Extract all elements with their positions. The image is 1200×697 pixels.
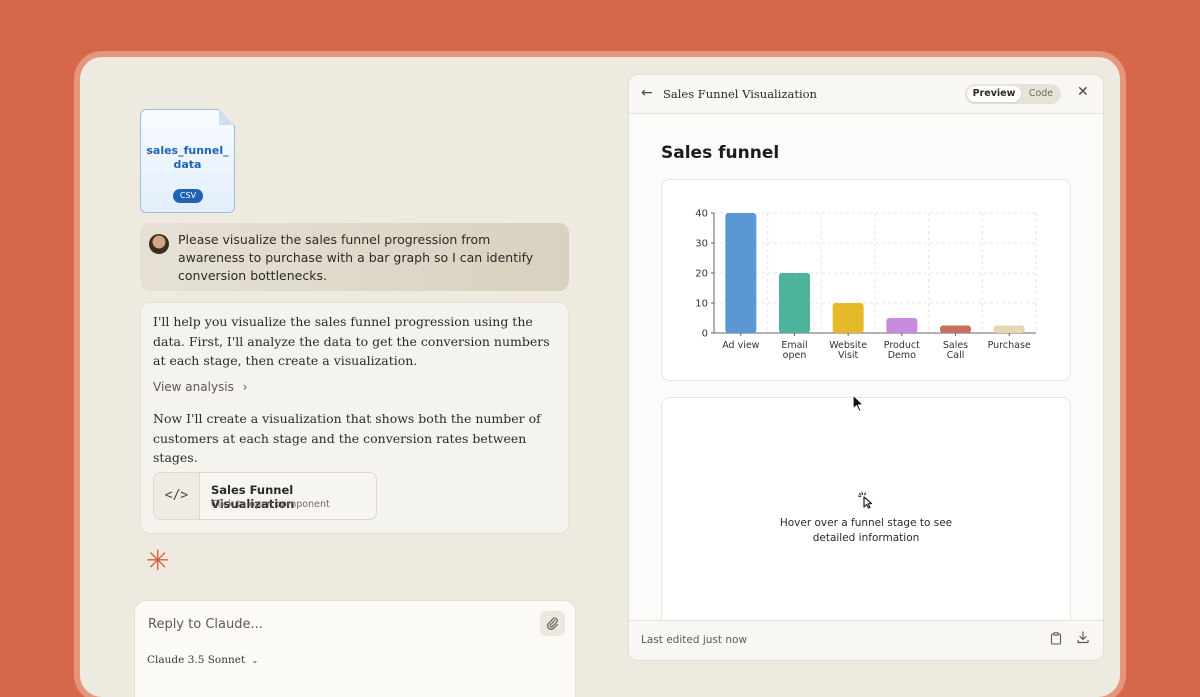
bar	[940, 325, 971, 333]
artifact-header: ← Sales Funnel Visualization Preview Cod…	[629, 75, 1103, 114]
download-icon[interactable]	[1077, 631, 1089, 647]
chevron-down-icon: ⌄	[251, 656, 259, 665]
chevron-right-icon: ›	[242, 380, 248, 394]
hover-hint-line1: Hover over a funnel stage to see	[779, 517, 953, 529]
user-message: Please visualize the sales funnel progre…	[140, 223, 569, 291]
clipboard-icon[interactable]	[1050, 632, 1062, 648]
component-title: Sales Funnel Visualization	[211, 483, 295, 511]
stage-info-card: Hover over a funnel stage to see detaile…	[661, 397, 1071, 619]
tab-code[interactable]: Code	[1028, 88, 1054, 99]
x-tick-label: Ad view	[722, 340, 759, 351]
x-tick-label: Sales	[943, 340, 968, 351]
view-analysis-label: View analysis	[153, 380, 234, 394]
x-tick-label: Purchase	[988, 340, 1031, 351]
x-tick-label: Call	[947, 350, 965, 361]
reply-composer[interactable]: Reply to Claude... Claude 3.5 Sonnet ⌄	[134, 600, 576, 697]
x-tick-label: Email	[781, 340, 807, 351]
y-tick-label: 20	[695, 269, 708, 280]
view-analysis-link[interactable]: View analysis ›	[153, 380, 248, 394]
file-name: sales_funnel_ data	[141, 144, 234, 172]
y-tick-label: 10	[695, 299, 708, 310]
pointer-click-icon	[662, 491, 1070, 513]
bar	[779, 273, 810, 333]
assistant-followup-text: Now I'll create a visualization that sho…	[153, 411, 541, 465]
artifact-title: Sales Funnel Visualization	[663, 87, 817, 101]
file-corner-fold	[219, 109, 235, 125]
reply-input[interactable]: Reply to Claude...	[148, 617, 263, 632]
user-message-text: Please visualize the sales funnel progre…	[178, 232, 534, 283]
csv-file-attachment[interactable]: sales_funnel_ data CSV	[140, 109, 235, 213]
user-avatar	[149, 234, 169, 254]
view-toggle: Preview Code	[965, 84, 1061, 104]
component-subtitle: Click to open component	[211, 499, 330, 510]
x-tick-label: Website	[829, 340, 867, 351]
bar	[993, 325, 1025, 333]
bar	[886, 318, 918, 333]
file-type-badge: CSV	[173, 189, 203, 203]
assistant-message: I'll help you visualize the sales funnel…	[140, 302, 569, 534]
x-tick-label: Visit	[838, 350, 859, 361]
model-name: Claude 3.5 Sonnet	[147, 654, 246, 666]
y-tick-label: 40	[695, 209, 708, 220]
back-arrow-icon[interactable]: ←	[641, 85, 653, 101]
file-name-line1: sales_funnel_	[146, 144, 229, 157]
artifact-panel: ← Sales Funnel Visualization Preview Cod…	[628, 74, 1104, 661]
file-name-line2: data	[173, 158, 202, 171]
chart-heading: Sales funnel	[661, 143, 780, 163]
chart-card: 0 10 20 30 40 Ad view Email open Website Visit Pro…	[661, 179, 1071, 381]
claude-spark-icon: ✳	[146, 544, 170, 577]
last-edited-status: Last edited just now	[641, 634, 747, 646]
code-icon: </>	[154, 473, 200, 519]
hover-hint: Hover over a funnel stage to see detaile…	[662, 516, 1070, 546]
open-component-button[interactable]: </> Sales Funnel Visualization Click to …	[153, 472, 377, 520]
artifact-preview: Sales funnel 0 10 20 30 40 Ad view Email open We…	[629, 114, 1103, 619]
assistant-intro-text: I'll help you visualize the sales funnel…	[153, 314, 550, 368]
artifact-footer: Last edited just now	[629, 620, 1103, 660]
mouse-cursor-icon	[852, 394, 865, 413]
paperclip-icon[interactable]	[540, 611, 565, 636]
close-icon[interactable]: ✕	[1077, 84, 1089, 100]
x-tick-label: Product	[884, 340, 920, 351]
model-selector[interactable]: Claude 3.5 Sonnet ⌄	[147, 654, 258, 666]
x-tick-label: Demo	[888, 350, 916, 361]
x-tick-label: open	[783, 350, 807, 361]
y-tick-label: 30	[695, 239, 708, 250]
y-tick-label: 0	[702, 329, 708, 340]
hover-hint-line2: detailed information	[812, 532, 920, 544]
tab-preview[interactable]: Preview	[967, 86, 1021, 102]
app-window: sales_funnel_ data CSV Please visualize …	[80, 57, 1120, 697]
bar	[725, 213, 757, 333]
bar	[832, 303, 864, 333]
